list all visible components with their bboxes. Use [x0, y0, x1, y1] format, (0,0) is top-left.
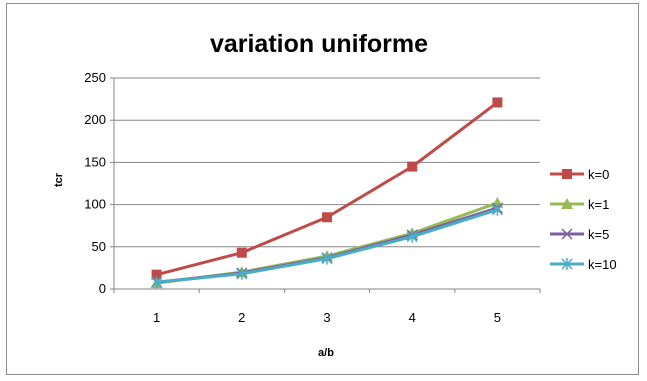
series-k=0	[151, 97, 503, 280]
axes	[110, 77, 541, 293]
y-tick-label: 200	[84, 112, 106, 127]
y-tick-label: 50	[92, 239, 106, 254]
data-point	[236, 267, 248, 280]
y-tick-label: 100	[84, 197, 106, 212]
data-point	[151, 276, 163, 289]
series-k=1	[150, 196, 504, 289]
x-tick-label: 2	[238, 310, 245, 325]
legend-label: k=1	[588, 197, 609, 212]
legend-marker	[561, 258, 573, 270]
series-line	[156, 101, 499, 277]
series-group	[150, 97, 504, 289]
y-tick-labels: 0 50 100 150 200 250	[84, 70, 106, 296]
legend-marker	[561, 228, 573, 240]
data-point	[321, 252, 333, 265]
legend: k=0 k=1 k=5 k=10	[550, 167, 617, 272]
legend-item: k=5	[550, 227, 609, 242]
legend-item: k=1	[550, 197, 609, 212]
data-point	[322, 212, 332, 223]
y-tick-label: 150	[84, 154, 106, 169]
y-tick-label: 250	[84, 70, 106, 85]
x-tick-label: 3	[323, 310, 330, 325]
gridlines	[114, 77, 540, 248]
chart-title: variation uniforme	[210, 30, 428, 58]
legend-item: k=0	[550, 167, 609, 182]
x-tick-label: 4	[409, 310, 416, 325]
data-point	[492, 97, 503, 108]
legend-label: k=10	[588, 257, 617, 272]
chart-frame	[6, 3, 639, 375]
x-tick-label: 1	[153, 310, 160, 325]
data-point	[407, 161, 418, 172]
legend-label: k=0	[588, 167, 609, 182]
x-axis-title: a/b	[318, 347, 334, 359]
legend-marker	[561, 198, 573, 209]
y-axis-title: tcr	[53, 172, 65, 187]
y-tick-label: 0	[99, 281, 106, 296]
x-tick-labels: 1 2 3 4 5	[153, 310, 501, 325]
series-k=10	[151, 203, 503, 289]
data-point	[406, 230, 418, 243]
x-tick-label: 5	[494, 310, 501, 325]
data-point	[491, 203, 503, 216]
data-point	[151, 269, 162, 280]
legend-label: k=5	[588, 227, 609, 242]
legend-item: k=10	[550, 257, 617, 272]
legend-marker	[562, 169, 572, 179]
data-point	[236, 247, 247, 258]
